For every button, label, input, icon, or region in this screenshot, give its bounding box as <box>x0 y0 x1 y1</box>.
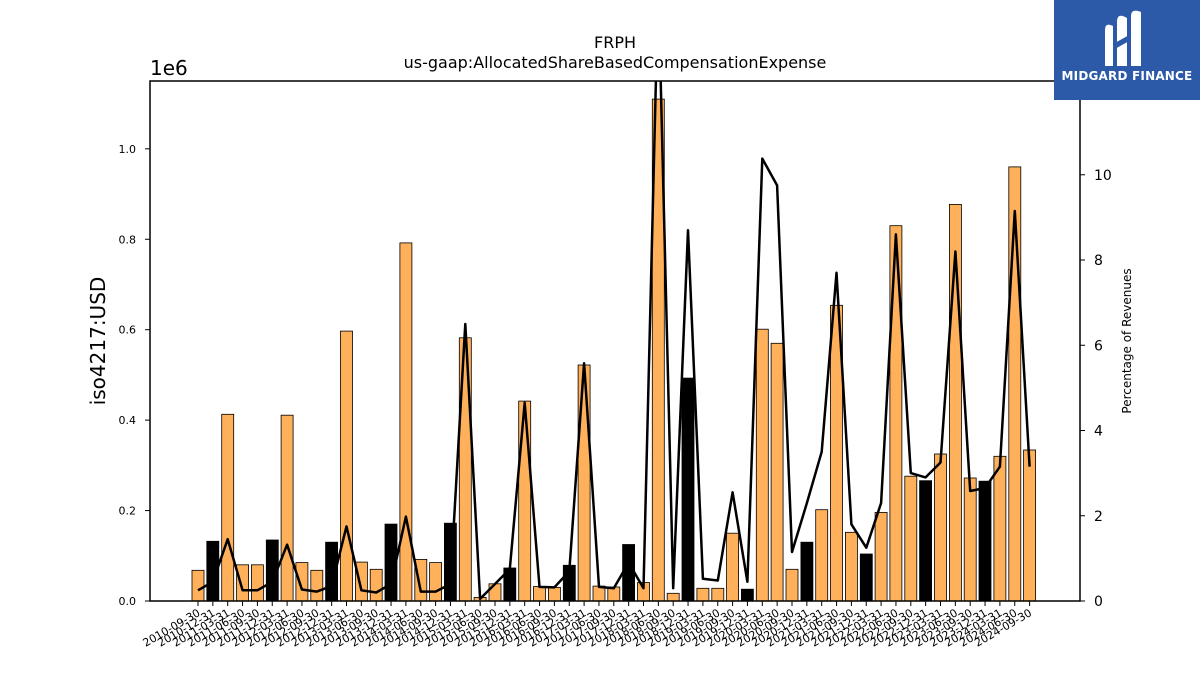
bar-2012-09-30 <box>310 569 324 602</box>
bar-2018-09-30 <box>666 592 680 602</box>
bar-2015-09-30 <box>488 583 502 602</box>
bar-2020-09-30 <box>785 568 799 602</box>
bar-2023-03-31 <box>934 453 947 602</box>
y-tick-label: 0.0 <box>119 595 137 608</box>
bar-2023-09-30 <box>963 477 977 602</box>
bar-2014-03-31 <box>399 242 413 602</box>
bar-2022-09-30 <box>904 475 918 602</box>
y-ticks: 0.0 0.2 0.4 0.6 0.8 1.0 <box>119 143 150 608</box>
bar-2011-03-31 <box>221 413 235 602</box>
bar-2012-03-31 <box>280 414 294 602</box>
bar-2021-09-30 <box>845 531 858 602</box>
bar-2012-06-30 <box>295 562 309 602</box>
bar-2014-12-31 <box>443 522 457 602</box>
y-tick-label: 0.8 <box>119 233 137 246</box>
y2-axis-label: Percentage of Revenues <box>1120 268 1134 413</box>
chart-title: FRPH <box>594 33 636 52</box>
bar-2023-12-31 <box>978 480 992 602</box>
bar-2022-12-31 <box>919 480 932 602</box>
y2-tick-label: 2 <box>1094 509 1103 525</box>
bar-2011-06-30 <box>236 564 250 602</box>
bar-2019-03-31 <box>696 587 710 602</box>
bar-2016-03-31 <box>518 400 532 602</box>
midgard-m-logo-icon <box>1105 10 1141 67</box>
bar-2020-06-30 <box>770 342 784 602</box>
y2-tick-label: 10 <box>1094 168 1112 184</box>
bar-2021-12-31 <box>859 553 873 602</box>
bars <box>191 98 1036 602</box>
y2-tick-label: 0 <box>1094 594 1103 610</box>
plot-frame <box>149 80 1081 602</box>
pct-line <box>197 81 1031 601</box>
y2-ticks: 024681012 <box>1080 83 1112 610</box>
y-tick-label: 0.2 <box>119 505 137 518</box>
bar-2020-03-31 <box>755 328 769 602</box>
bar-2021-03-31 <box>815 509 829 602</box>
bar-2016-06-30 <box>533 586 546 602</box>
bar-2020-12-31 <box>800 541 814 602</box>
y2-tick-label: 6 <box>1094 338 1103 354</box>
y2-tick-label: 8 <box>1094 253 1103 269</box>
bar-2017-03-31 <box>577 364 591 602</box>
bar-2011-09-30 <box>250 564 264 602</box>
bar-2013-09-30 <box>369 568 383 602</box>
bar-2016-09-30 <box>548 587 561 602</box>
bar-2019-09-30 <box>726 532 739 602</box>
bar-2013-03-31 <box>340 330 353 602</box>
brand-name: MIDGARD FINANCE <box>1061 69 1193 83</box>
bar-2010-09-30 <box>191 569 205 602</box>
y-tick-label: 0.4 <box>119 414 137 427</box>
bar-2018-12-31 <box>681 377 695 602</box>
pct-of-revenues-line <box>197 81 1031 601</box>
bar-2014-09-30 <box>429 562 443 602</box>
y-tick-label: 1.0 <box>119 143 137 156</box>
y-tick-label: 0.6 <box>119 324 137 337</box>
y2-tick-label: 4 <box>1094 424 1103 440</box>
y-axis-label: iso4217:USD <box>86 277 110 406</box>
bar-2022-03-31 <box>874 512 888 602</box>
chart-subtitle: us-gaap:AllocatedShareBasedCompensationE… <box>404 53 827 72</box>
bar-2024-09-30 <box>1023 449 1036 602</box>
brand-logo: MIDGARD FINANCE <box>1054 0 1200 100</box>
x-ticks: 2010-09-302010-12-312011-03-312011-06-30… <box>141 601 1034 650</box>
bar-2019-06-30 <box>711 587 725 602</box>
y-offset-label: 1e6 <box>150 56 188 80</box>
bar-2017-12-31 <box>622 544 635 602</box>
bar-2024-03-31 <box>993 455 1007 602</box>
bar-2019-12-31 <box>741 588 754 602</box>
